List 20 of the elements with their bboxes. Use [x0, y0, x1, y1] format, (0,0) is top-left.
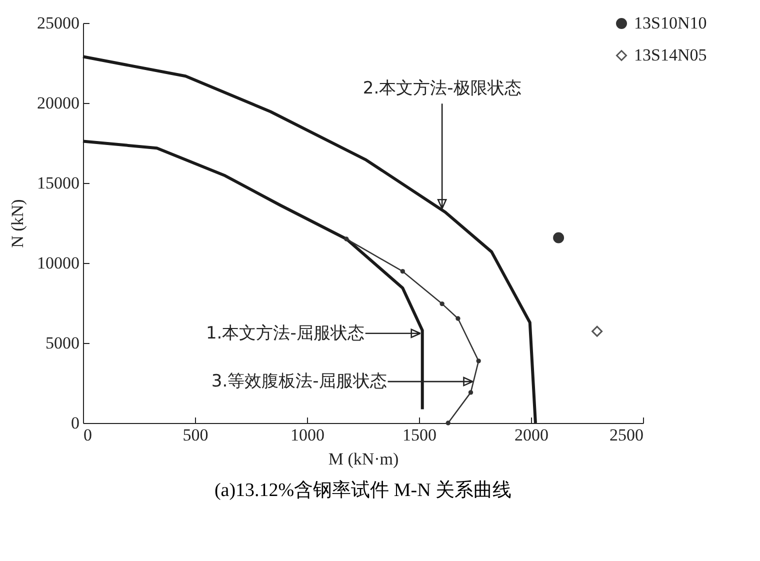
y-tick-label: 20000: [37, 94, 80, 112]
y-tick-label: 0: [71, 414, 80, 432]
x-tick-label: 500: [182, 426, 208, 444]
text: (a)13.12%含钢率试件 M-N 关系曲线: [214, 479, 512, 501]
annotation: 3.等效腹板法-屈服状态: [211, 372, 387, 392]
x-tick-label: 0: [84, 426, 92, 444]
y-tick-label: 5000: [46, 334, 80, 352]
y-tick-label: 10000: [37, 254, 80, 272]
x-tick-label: 2000: [514, 426, 548, 444]
y-tick-label: 15000: [37, 174, 80, 192]
x-axis-title: M (kN·m): [328, 450, 399, 468]
x-tick-label: 1500: [402, 426, 436, 444]
annotation: 1.本文方法-屈服状态: [206, 323, 364, 344]
x-tick-label: 2500: [610, 426, 644, 444]
legend-label: 13S10N10: [634, 14, 707, 32]
legend-label: 13S14N05: [634, 46, 707, 64]
x-tick-label: 1000: [290, 426, 324, 444]
y-tick-label: 25000: [37, 14, 80, 32]
annotation: 2.本文方法-极限状态: [362, 78, 522, 99]
y-axis-title: N (kN): [8, 199, 27, 248]
